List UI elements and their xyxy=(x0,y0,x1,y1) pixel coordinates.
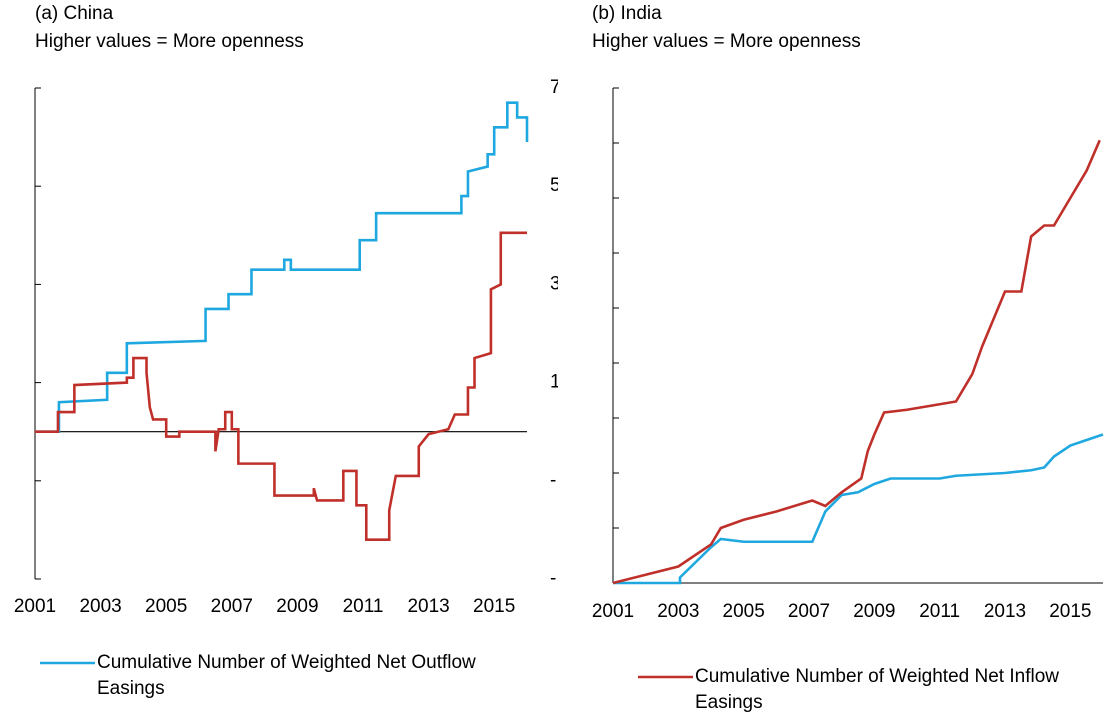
x-tick-label: 2015 xyxy=(473,596,515,617)
x-tick-label: 2003 xyxy=(657,601,699,622)
x-tick-label: 2003 xyxy=(79,596,121,617)
x-tick-label: 2013 xyxy=(407,596,449,617)
series-line xyxy=(612,139,1101,585)
y-tick-label: - xyxy=(550,568,556,589)
x-tick-label: 2007 xyxy=(211,596,253,617)
y-tick-label: 1 xyxy=(550,372,561,393)
x-tick-label: 2009 xyxy=(853,601,895,622)
x-tick-label: 2001 xyxy=(14,596,56,617)
x-tick-label: 2011 xyxy=(919,601,960,622)
x-tick-label: 2011 xyxy=(343,596,384,617)
panel-background xyxy=(558,60,1105,660)
chart-title: (a) China xyxy=(35,3,114,24)
y-tick-label: 7 xyxy=(550,77,561,98)
legend-label: Cumulative Number of Weighted Net Inflow… xyxy=(695,666,1059,713)
x-tick-label: 2015 xyxy=(1049,601,1091,622)
series-line xyxy=(613,433,1104,585)
x-tick-label: 2013 xyxy=(984,601,1026,622)
y-tick-label: - xyxy=(550,470,556,491)
chart-subtitle: Higher values = More openness xyxy=(35,31,304,52)
x-tick-label: 2009 xyxy=(276,596,318,617)
x-tick-label: 2007 xyxy=(788,601,830,622)
y-tick-label: 5 xyxy=(550,175,561,196)
y-tick-label: 3 xyxy=(550,273,561,294)
series-line xyxy=(35,231,527,542)
x-tick-label: 2001 xyxy=(592,601,634,622)
chart-title: (b) India xyxy=(592,3,662,24)
legend-label: Cumulative Number of Weighted Net Outflo… xyxy=(97,652,476,699)
x-tick-label: 2005 xyxy=(145,596,187,617)
x-tick-label: 2005 xyxy=(723,601,765,622)
series-line xyxy=(35,101,529,433)
chart-subtitle: Higher values = More openness xyxy=(592,31,861,52)
